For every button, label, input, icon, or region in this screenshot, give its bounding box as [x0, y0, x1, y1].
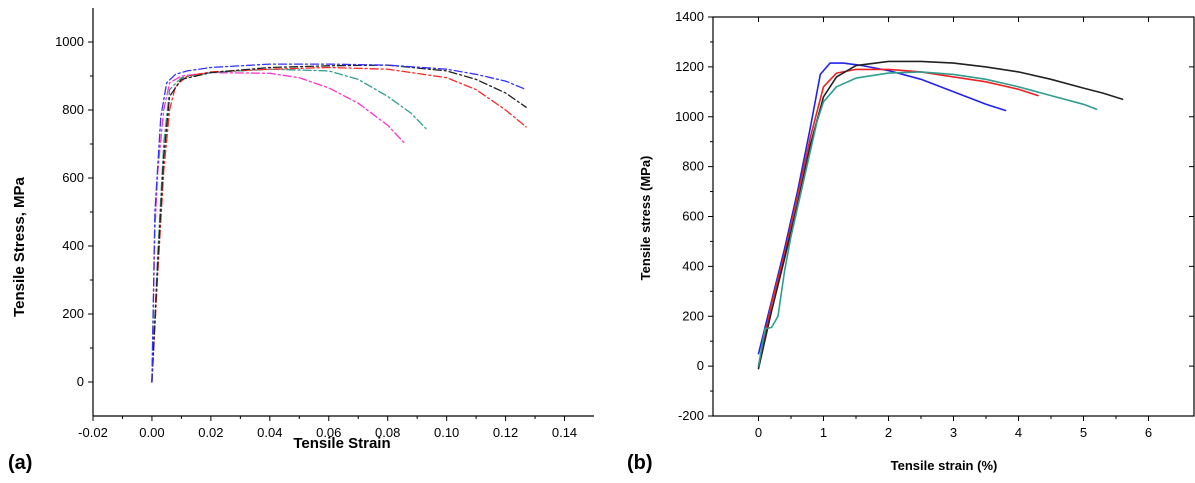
- x-tick-label-a: 0.12: [493, 425, 518, 440]
- y-tick-label-b: 600: [682, 209, 704, 224]
- x-tick-label-b: 6: [1145, 425, 1152, 440]
- x-tick-label-a: -0.02: [78, 425, 108, 440]
- y-tick-label-b: 1400: [675, 9, 704, 24]
- series-line-b-2: [757, 68, 1039, 367]
- y-tick-label-b: 400: [682, 258, 704, 273]
- chart-panel-b: Tensile stress (MPa) Tensile strain (%) …: [627, 9, 1195, 474]
- y-tick-label-b: 1000: [675, 109, 704, 124]
- panel-label-b: (b): [627, 452, 653, 474]
- series-line-b-1: [757, 62, 1007, 355]
- y-tick-label-b: 200: [682, 308, 704, 323]
- y-axis-title-a: Tensile Stress, MPa: [11, 176, 28, 316]
- y-tick-label-b: 800: [682, 159, 704, 174]
- y-axis-title-b: Tensile stress (MPa): [638, 156, 653, 281]
- series-line-a-5: [151, 63, 527, 383]
- series-line-a-3: [151, 66, 527, 383]
- y-tick-label-b: -200: [678, 408, 704, 423]
- x-tick-label-a: 0.00: [139, 425, 164, 440]
- y-tick-label-a: 600: [62, 170, 84, 185]
- x-tick-label-a: 0.10: [434, 425, 459, 440]
- x-tick-label-b: 1: [820, 425, 827, 440]
- series-line-a-2: [151, 68, 427, 383]
- y-tick-label-a: 400: [62, 238, 84, 253]
- x-tick-label-a: 0.04: [257, 425, 282, 440]
- x-tick-label-a: 0.08: [375, 425, 400, 440]
- y-tick-label-b: 0: [697, 358, 704, 373]
- series-line-a-4: [151, 64, 527, 383]
- x-tick-label-b: 4: [1015, 425, 1022, 440]
- chart-panel-a: Tensile Stress, MPa Tensile Strain (a) -…: [8, 8, 594, 474]
- series-line-b-4: [757, 71, 1098, 367]
- x-tick-label-b: 0: [755, 425, 762, 440]
- x-tick-label-b: 3: [950, 425, 957, 440]
- y-tick-label-a: 800: [62, 102, 84, 117]
- x-axis-title-b: Tensile strain (%): [891, 458, 998, 473]
- panel-label-a: (a): [8, 452, 32, 474]
- y-tick-label-b: 1200: [675, 59, 704, 74]
- x-tick-label-a: 0.14: [552, 425, 577, 440]
- y-tick-label-a: 1000: [55, 34, 84, 49]
- x-tick-label-a: 0.06: [316, 425, 341, 440]
- x-tick-label-b: 5: [1080, 425, 1087, 440]
- series-line-b-3: [757, 60, 1124, 370]
- series-line-a-1: [151, 71, 407, 383]
- x-tick-label-a: 0.02: [198, 425, 223, 440]
- x-axis-title-a: Tensile Strain: [293, 435, 390, 452]
- y-tick-label-a: 0: [77, 374, 84, 389]
- y-tick-label-a: 200: [62, 306, 84, 321]
- x-tick-label-b: 2: [885, 425, 892, 440]
